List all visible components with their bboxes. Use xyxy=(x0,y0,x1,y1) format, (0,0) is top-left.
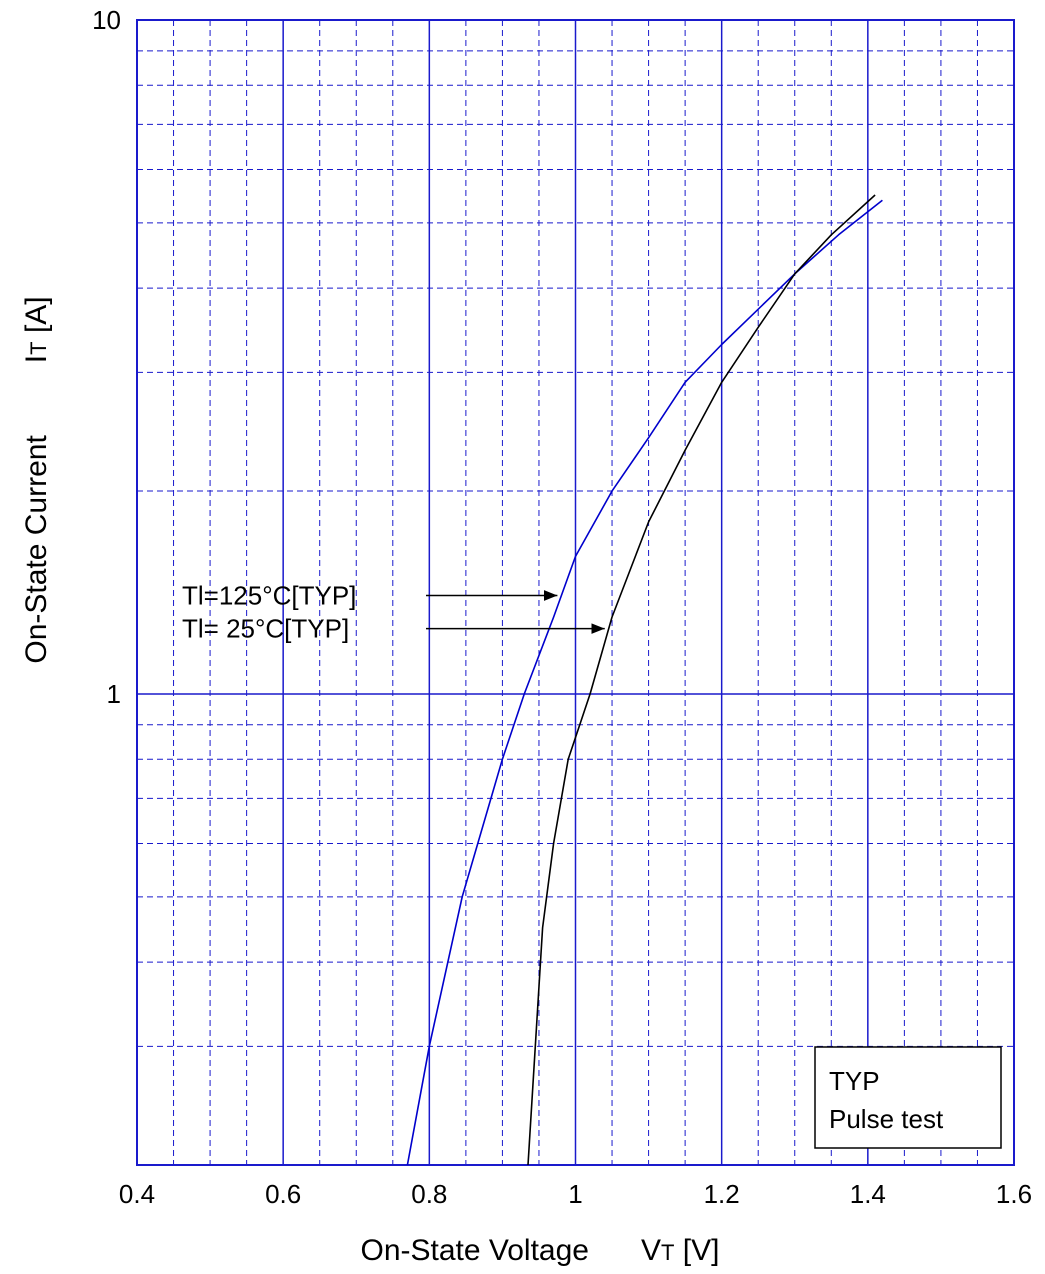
legend-line-pulse-test: Pulse test xyxy=(829,1104,944,1134)
x-tick-label: 1.4 xyxy=(850,1179,886,1209)
plot-frame xyxy=(136,19,1015,1166)
x-tick-labels: 0.4 0.6 0.8 1 1.2 1.4 1.6 xyxy=(119,1179,1032,1209)
y-tick-labels: 1 10 xyxy=(92,5,121,709)
annotation-label-tl-25c: Tl= 25°C[TYP] xyxy=(182,614,349,644)
annotations: Tl=125°C[TYP] Tl= 25°C[TYP] xyxy=(182,580,605,644)
y-axis-title-sub: T xyxy=(26,341,51,354)
legend-line-typ: TYP xyxy=(829,1066,880,1096)
x-tick-label: 1.6 xyxy=(996,1179,1032,1209)
x-axis-title-main: On-State Voltage xyxy=(361,1234,590,1267)
y-axis-title-main: On-State Current xyxy=(20,435,53,664)
x-axis-title-unit: [V] xyxy=(674,1234,719,1267)
series-line-tl-25c xyxy=(527,194,876,1166)
legend-box-frame xyxy=(814,1046,1002,1149)
x-axis-title-symbol: V xyxy=(641,1234,661,1267)
y-tick-label: 10 xyxy=(92,5,121,35)
x-tick-label: 0.6 xyxy=(265,1179,301,1209)
y-axis-title-unit: [A] xyxy=(20,296,53,341)
annotation-label-tl-125c: Tl=125°C[TYP] xyxy=(182,580,356,610)
x-tick-label: 1 xyxy=(568,1179,582,1209)
y-tick-label: 1 xyxy=(107,679,121,709)
x-tick-label: 0.8 xyxy=(411,1179,447,1209)
y-axis-title-symbol: I xyxy=(20,355,53,363)
series-line-tl-125c xyxy=(406,199,883,1166)
series-group xyxy=(406,194,883,1166)
x-tick-label: 0.4 xyxy=(119,1179,155,1209)
y-axis-title: On-State Current IT [A] xyxy=(20,296,53,663)
legend-box: TYP Pulse test xyxy=(814,1046,1002,1149)
x-axis-title: On-State Voltage VT [V] xyxy=(361,1234,720,1267)
x-tick-label: 1.2 xyxy=(704,1179,740,1209)
x-axis-title-sub: T xyxy=(661,1240,674,1265)
